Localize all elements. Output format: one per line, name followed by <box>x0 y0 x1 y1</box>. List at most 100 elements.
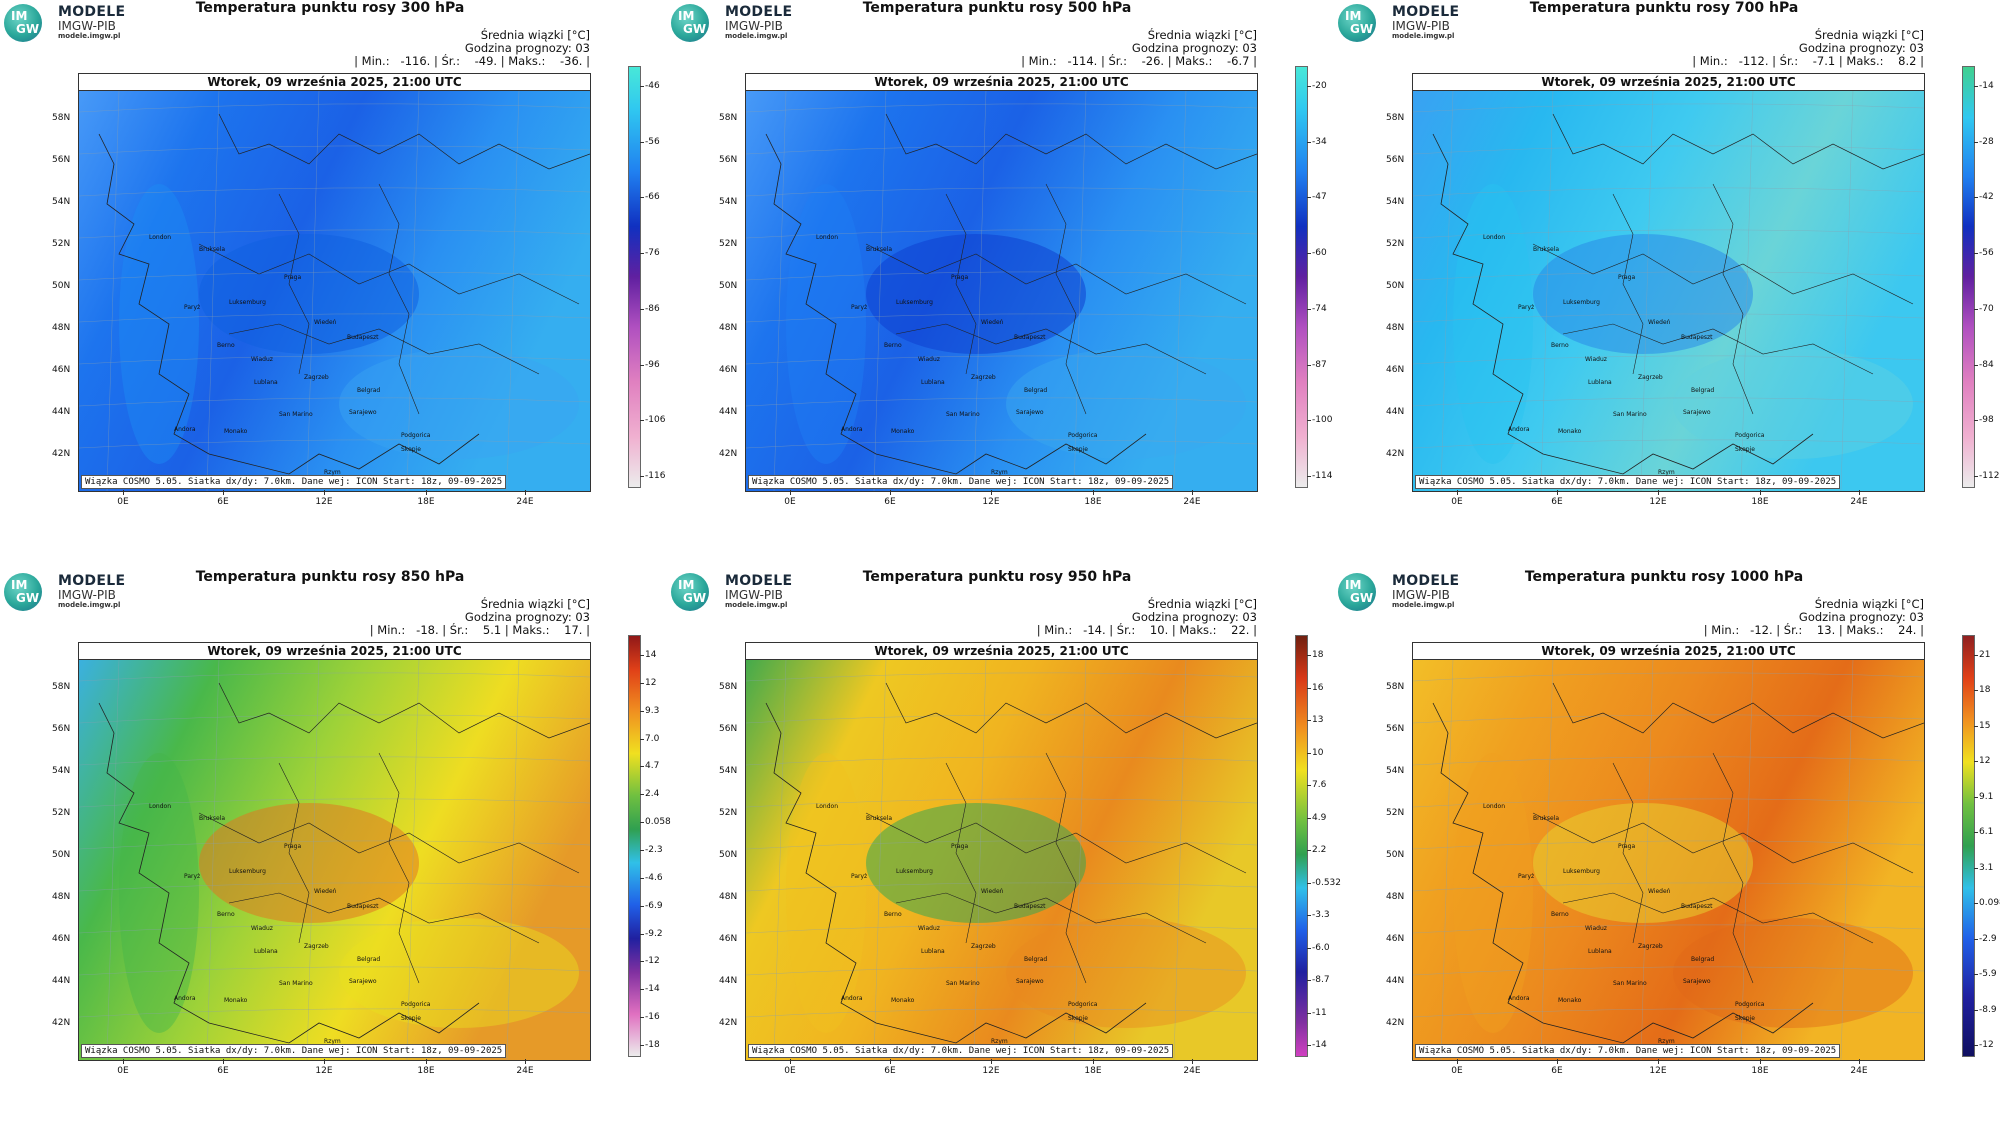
colorbar-tick <box>1974 476 1978 477</box>
graticule-line <box>306 658 320 1060</box>
dewpoint-map: Wtorek, 09 września 2025, 21:00 UTC Wiąz… <box>78 642 591 1061</box>
field-feature <box>339 349 579 459</box>
city-label: Berno <box>217 911 235 918</box>
map-date-header: Wtorek, 09 września 2025, 21:00 UTC <box>1413 643 1924 660</box>
city-label: Andora <box>174 426 196 433</box>
colorbar <box>1295 635 1308 1057</box>
colorbar-tick <box>1974 974 1978 976</box>
colorbar-tick <box>640 710 644 712</box>
lon-tick <box>1192 1059 1193 1064</box>
colorbar-label: 13 <box>1312 715 1324 725</box>
graticule-line <box>79 145 590 155</box>
graticule-line <box>79 397 590 407</box>
graticule-line <box>79 271 590 281</box>
lon-tick <box>525 490 526 495</box>
colorbar-tick <box>1307 476 1311 477</box>
colorbar-tick <box>1974 420 1978 422</box>
city-label: Zagrzeb <box>1638 374 1663 381</box>
lon-tick <box>1658 1059 1659 1064</box>
lat-label: 56N <box>1386 724 1405 734</box>
forecast-panel-3: IM GW MODELE IMGW-PIB modele.imgw.pl Tem… <box>1334 0 2000 568</box>
lat-label: 46N <box>52 365 71 375</box>
graticule-line <box>746 882 1257 892</box>
lon-tick <box>991 490 992 495</box>
coastline <box>765 133 1147 475</box>
logo-org: IMGW-PIB <box>1392 588 1450 602</box>
border-line <box>1562 892 1874 944</box>
city-label: Wiedeń <box>981 888 1004 895</box>
lat-label: 58N <box>52 682 71 692</box>
graticule-line <box>79 798 590 808</box>
colorbar-label: 7.6 <box>1312 780 1327 790</box>
imgw-logo-icon <box>1338 573 1376 611</box>
colorbar-tick <box>1974 761 1978 763</box>
lon-tick <box>223 490 224 495</box>
city-label: Podgorica <box>1068 432 1098 439</box>
imgw-logo: IM GW MODELE IMGW-PIB modele.imgw.pl <box>4 2 134 42</box>
city-label: London <box>816 234 838 241</box>
field-feature <box>786 753 866 1033</box>
graticule-line <box>1540 658 1554 1060</box>
graticule-line <box>1413 924 1924 934</box>
graticule-line <box>746 714 1257 724</box>
lon-tick <box>1760 490 1761 495</box>
dewpoint-map: Wtorek, 09 września 2025, 21:00 UTC Wiąz… <box>1412 642 1925 1061</box>
lon-tick <box>1093 1059 1094 1064</box>
border-line <box>378 752 420 984</box>
colorbar-label: 4.7 <box>645 761 660 772</box>
lat-label: 44N <box>719 407 738 417</box>
lat-label: 56N <box>1386 155 1405 165</box>
logo-url: modele.imgw.pl <box>725 601 788 609</box>
graticule-line <box>1413 1008 1924 1018</box>
map-date-header: Wtorek, 09 września 2025, 21:00 UTC <box>1413 74 1924 91</box>
field-feature <box>1453 184 1533 464</box>
lat-label: 42N <box>719 1018 738 1028</box>
graticule-line <box>79 103 590 113</box>
city-label: Zagrzeb <box>304 943 329 950</box>
graticule-line <box>79 313 590 323</box>
map-date-header: Wtorek, 09 września 2025, 21:00 UTC <box>79 643 590 660</box>
city-label: Praga <box>951 843 969 850</box>
colorbar-tick <box>640 933 644 935</box>
border-line <box>1712 183 1754 415</box>
city-label: San Marino <box>279 411 313 418</box>
colorbar-label: 3.1 <box>1979 862 1994 873</box>
imgw-logo-icon <box>1338 4 1376 42</box>
colorbar-label: -5.9 <box>1979 969 1997 980</box>
city-label: Wiaduz <box>1585 925 1607 932</box>
city-label: Zagrzeb <box>304 374 329 381</box>
imgw-logo-icon <box>671 573 709 611</box>
coastline <box>98 133 480 475</box>
imgw-logo: IM GW MODELE IMGW-PIB modele.imgw.pl <box>671 571 801 611</box>
colorbar-tick <box>1974 796 1978 798</box>
city-label: Sarajewo <box>1683 978 1711 985</box>
border-line <box>228 892 540 944</box>
colorbar-label: -6.9 <box>645 900 663 911</box>
city-label: Lublana <box>254 379 278 386</box>
border-line <box>278 193 310 375</box>
stat-header: Średnia wiązki [°C] <box>480 597 590 611</box>
lon-label: 0E <box>117 497 129 507</box>
city-label: Berno <box>217 342 235 349</box>
graticule-line <box>1073 658 1087 1060</box>
city-label: Rzym <box>991 1038 1008 1045</box>
lat-label: 42N <box>1386 1018 1405 1028</box>
colorbar-label: -106 <box>645 415 666 426</box>
city-label: Luksemburg <box>896 868 933 875</box>
colorbar-label: -8.7 <box>1312 975 1330 985</box>
panel-title: Temperatura punktu rosy 500 hPa <box>862 0 1132 16</box>
city-label: Bruksela <box>1533 815 1560 822</box>
city-label: Podgorica <box>401 432 431 439</box>
logo-org: IMGW-PIB <box>58 588 116 602</box>
forecast-panel-4: IM GW MODELE IMGW-PIB modele.imgw.pl Tem… <box>0 569 671 1137</box>
graticule-line <box>79 924 590 934</box>
city-label: Monako <box>1558 428 1582 435</box>
imgw-logo: IM GW MODELE IMGW-PIB modele.imgw.pl <box>1338 2 1468 42</box>
colorbar-label: -112 <box>1979 471 2000 481</box>
city-label: San Marino <box>1613 980 1647 987</box>
colorbar-tick <box>640 822 644 824</box>
graticule-line <box>406 89 420 491</box>
lat-label: 58N <box>719 682 738 692</box>
graticule-line <box>1413 271 1924 281</box>
graticule-line <box>873 89 887 491</box>
